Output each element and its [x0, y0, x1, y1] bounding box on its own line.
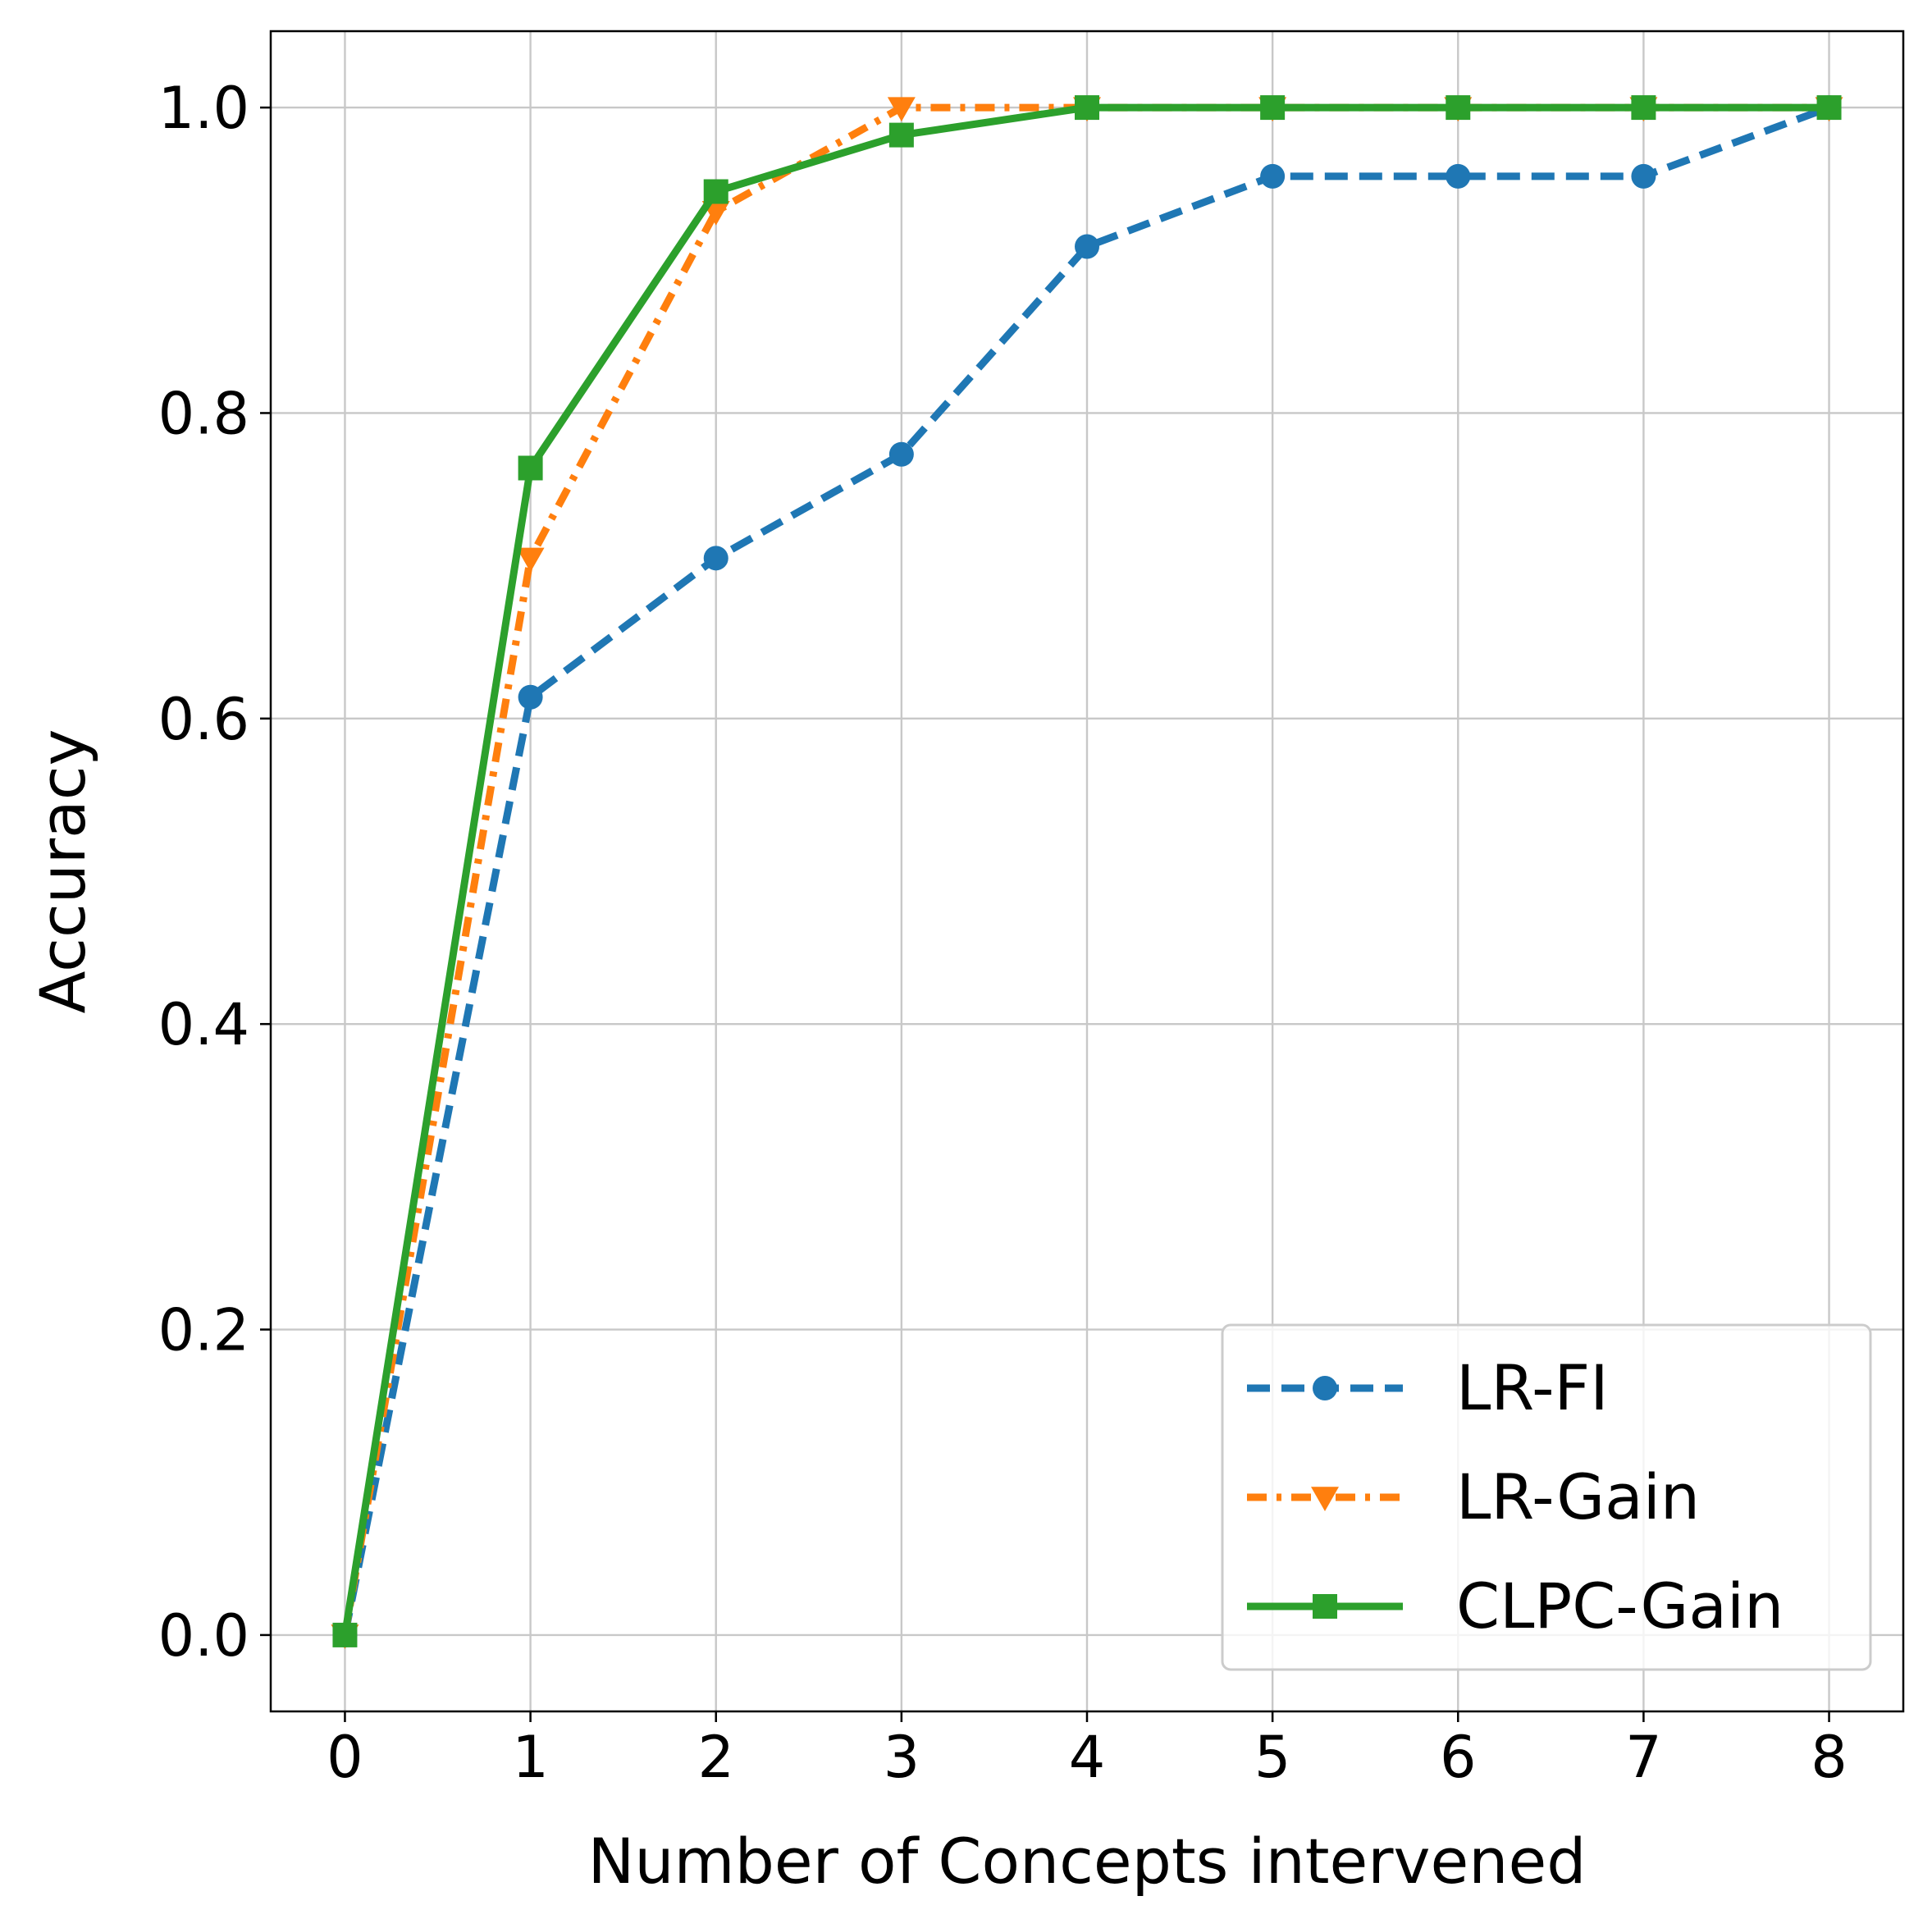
- x-tick-label: 4: [1069, 1724, 1106, 1791]
- data-point-clpc-gain: [888, 122, 914, 148]
- data-point-lr-fi: [703, 546, 728, 571]
- data-point-clpc-gain: [1816, 95, 1842, 121]
- data-point-lr-fi: [1260, 163, 1286, 189]
- legend: LR-FI LR-Gain CLPC-Gain: [1221, 1323, 1872, 1671]
- x-tick-label: 7: [1625, 1724, 1662, 1791]
- legend-entry-lr-fi: LR-FI: [1247, 1351, 1609, 1424]
- data-point-lr-gain: [516, 547, 545, 573]
- x-tick-label: 8: [1811, 1724, 1848, 1791]
- data-point-lr-fi: [518, 684, 543, 710]
- series-line-lr-fi: [341, 103, 1831, 1636]
- data-point-clpc-gain: [1446, 95, 1471, 121]
- y-tick-label: 1.0: [158, 75, 249, 142]
- data-point-clpc-gain: [518, 455, 543, 481]
- x-tick-label: 5: [1254, 1724, 1291, 1791]
- x-tick-label: 2: [697, 1724, 734, 1791]
- data-point-clpc-gain: [1631, 95, 1656, 121]
- x-tick-label: 6: [1440, 1724, 1477, 1791]
- data-point-lr-fi: [888, 441, 914, 467]
- y-tick-label: 0.2: [158, 1297, 249, 1364]
- data-point-clpc-gain: [1260, 95, 1286, 121]
- legend-label-lr-fi: LR-FI: [1456, 1351, 1609, 1424]
- x-tick-label: 1: [512, 1724, 549, 1791]
- data-point-clpc-gain: [1075, 95, 1099, 121]
- data-point-clpc-gain: [332, 1622, 358, 1647]
- x-axis-label: Number of Concepts intervened: [588, 1825, 1587, 1898]
- legend-marker-lr-gain: [1311, 1487, 1339, 1511]
- legend-entry-lr-gain: LR-Gain: [1247, 1460, 1700, 1533]
- axis-ticks: 0 1 2 3 4 5 6 7 8 0.0 0.2 0.4 0.6 0.8 1.0: [158, 75, 1848, 1791]
- legend-frame: [1221, 1323, 1872, 1671]
- x-tick-label: 0: [327, 1724, 363, 1791]
- data-point-lr-fi: [1075, 234, 1099, 259]
- x-tick-label: 3: [884, 1724, 920, 1791]
- legend-entries: LR-FI LR-Gain CLPC-Gain: [1247, 1351, 1784, 1642]
- y-tick-label: 0.0: [158, 1602, 249, 1670]
- legend-marker-lr-fi: [1313, 1376, 1337, 1400]
- legend-label-lr-gain: LR-Gain: [1456, 1460, 1700, 1533]
- series-clpc-gain: [332, 95, 1842, 1647]
- data-point-lr-fi: [1631, 163, 1656, 189]
- y-tick-label: 0.8: [158, 380, 249, 447]
- legend-marker-clpc-gain: [1313, 1594, 1337, 1619]
- y-tick-label: 0.6: [158, 686, 249, 753]
- y-axis-label: Accuracy: [26, 729, 99, 1014]
- data-series: [331, 95, 1843, 1649]
- data-point-clpc-gain: [703, 179, 728, 204]
- data-point-lr-gain: [887, 97, 916, 122]
- data-point-lr-fi: [1446, 163, 1471, 189]
- legend-label-clpc-gain: CLPC-Gain: [1456, 1569, 1784, 1642]
- legend-entry-clpc-gain: CLPC-Gain: [1247, 1569, 1784, 1642]
- y-tick-label: 0.4: [158, 991, 249, 1058]
